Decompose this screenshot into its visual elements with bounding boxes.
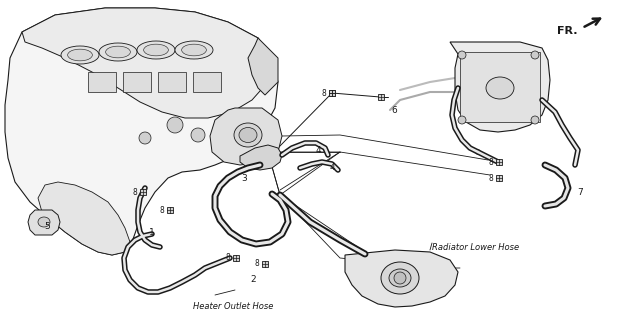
Text: Heater Outlet Hose: Heater Outlet Hose	[193, 302, 273, 311]
Bar	[329, 90, 335, 96]
Bar	[329, 90, 335, 96]
Bar	[496, 175, 502, 181]
Text: 7: 7	[577, 188, 583, 196]
Text: 8: 8	[225, 253, 230, 262]
Text: 4: 4	[329, 163, 335, 172]
Ellipse shape	[234, 123, 262, 147]
Text: 8: 8	[321, 89, 326, 98]
Ellipse shape	[389, 269, 411, 287]
Ellipse shape	[61, 46, 99, 64]
Circle shape	[458, 116, 466, 124]
Text: 8: 8	[488, 173, 493, 182]
Polygon shape	[248, 38, 278, 95]
Bar	[158, 72, 186, 92]
Polygon shape	[22, 8, 272, 118]
Ellipse shape	[99, 43, 137, 61]
Polygon shape	[5, 8, 278, 255]
Text: 4: 4	[315, 146, 321, 155]
Polygon shape	[240, 145, 282, 170]
Polygon shape	[345, 250, 458, 307]
Circle shape	[458, 51, 466, 59]
Text: 8: 8	[159, 205, 164, 214]
Text: 1: 1	[149, 228, 155, 236]
Circle shape	[531, 51, 539, 59]
Circle shape	[531, 116, 539, 124]
Text: 8: 8	[254, 260, 259, 268]
Ellipse shape	[486, 77, 514, 99]
Bar	[262, 261, 268, 267]
Ellipse shape	[105, 46, 130, 58]
Ellipse shape	[68, 49, 92, 61]
Ellipse shape	[137, 41, 175, 59]
Text: 5: 5	[44, 221, 50, 230]
Circle shape	[191, 128, 205, 142]
Circle shape	[167, 117, 183, 133]
Ellipse shape	[38, 217, 50, 227]
Polygon shape	[450, 42, 550, 132]
Bar	[140, 189, 146, 195]
Bar	[460, 52, 540, 122]
Polygon shape	[28, 210, 60, 235]
Ellipse shape	[381, 262, 419, 294]
Circle shape	[139, 132, 151, 144]
Polygon shape	[38, 182, 130, 255]
Bar	[167, 207, 173, 213]
Text: 2: 2	[250, 276, 256, 284]
Bar	[233, 255, 239, 261]
Bar	[193, 72, 221, 92]
Bar	[496, 159, 502, 165]
Ellipse shape	[175, 41, 213, 59]
Text: 8: 8	[132, 188, 137, 196]
Bar	[88, 72, 116, 92]
Polygon shape	[210, 108, 282, 165]
Bar	[378, 94, 384, 100]
Circle shape	[394, 272, 406, 284]
Text: FR.: FR.	[557, 26, 578, 36]
Text: Radiator Lower Hose: Radiator Lower Hose	[432, 243, 519, 252]
Bar	[123, 72, 151, 92]
Text: 6: 6	[391, 106, 397, 115]
Ellipse shape	[144, 44, 169, 56]
Ellipse shape	[239, 127, 257, 142]
Text: 8: 8	[488, 157, 493, 166]
Ellipse shape	[182, 44, 206, 56]
Text: 3: 3	[241, 173, 247, 182]
